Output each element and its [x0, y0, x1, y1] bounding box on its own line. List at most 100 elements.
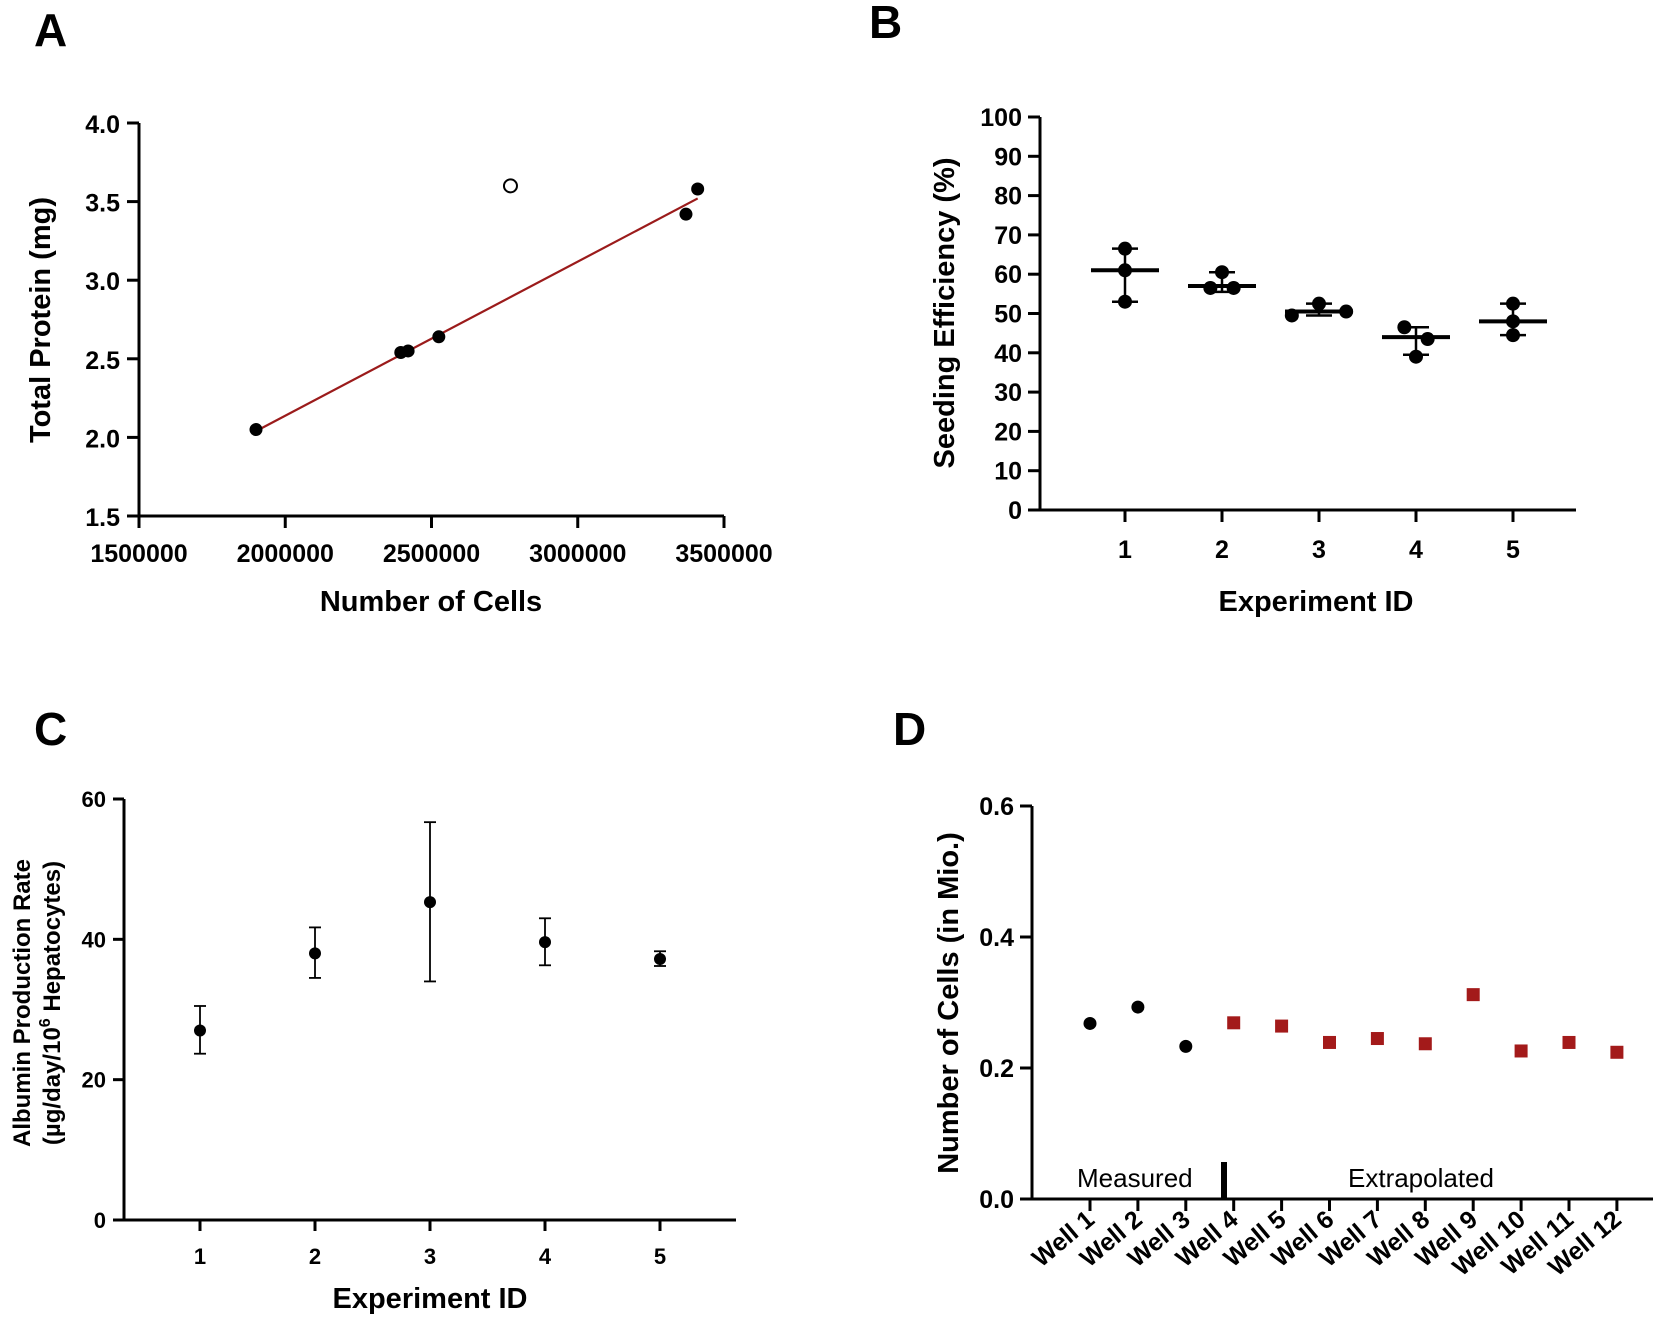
y-tick-label: 50	[994, 301, 1022, 329]
panel-letter-b: B	[869, 0, 902, 48]
x-tick-label: 3	[1312, 536, 1326, 564]
data-point	[1118, 294, 1132, 309]
x-tick-label: 1	[194, 1244, 206, 1269]
y-tick-label: 30	[994, 379, 1022, 407]
data-point	[1118, 241, 1132, 256]
y-tick-label: 100	[980, 104, 1022, 132]
panel-a-y-axis-label: Total Protein (mg)	[25, 197, 57, 443]
y-tick-label: 4.0	[85, 111, 120, 139]
extrapolated-point	[1227, 1016, 1241, 1030]
extrapolated-point	[1275, 1019, 1289, 1033]
y-tick-label: 2.5	[85, 347, 120, 375]
y-tick-label: 2.0	[85, 425, 120, 453]
panel-letter-c: C	[34, 703, 67, 755]
x-tick-label: 3	[424, 1244, 436, 1269]
annotation-measured: Measured	[1077, 1163, 1193, 1193]
data-point	[249, 423, 263, 437]
fit-line	[255, 197, 699, 433]
y-tick-label: 60	[82, 787, 106, 812]
y-tick-label: 3.0	[85, 268, 120, 296]
data-point	[679, 207, 693, 221]
panel-c-y-label-suffix: Hepatocytes)	[39, 861, 66, 1018]
data-point	[1284, 308, 1299, 323]
x-tick-label: 1500000	[90, 540, 187, 568]
data-point	[691, 182, 705, 196]
x-tick-label: 2	[1215, 536, 1229, 564]
y-tick-label: 0.4	[979, 924, 1014, 952]
data-point	[1203, 280, 1218, 295]
extrapolated-point	[1514, 1044, 1528, 1058]
x-tick-label: 4	[539, 1244, 552, 1269]
y-tick-label: 0.0	[979, 1186, 1014, 1214]
extrapolated-point	[1562, 1035, 1576, 1049]
x-tick-label: 4	[1409, 536, 1423, 564]
panel-c-y-axis-label: Albumin Production Rate (µg/day/106 Hepa…	[9, 859, 66, 1147]
panel-c-x-axis-label: Experiment ID	[333, 1283, 528, 1315]
mean-point	[654, 952, 666, 965]
data-point	[1215, 265, 1229, 280]
y-tick-label: 70	[994, 222, 1022, 250]
data-point	[1506, 314, 1520, 329]
panel-b-y-axis-label: Seeding Efficiency (%)	[929, 157, 961, 468]
x-tick-label: 1	[1118, 536, 1132, 564]
data-point	[1506, 296, 1520, 311]
panel-d-y-axis-label: Number of Cells (in Mio.)	[933, 832, 965, 1174]
x-tick-label: 5	[654, 1244, 666, 1269]
data-point	[1312, 296, 1326, 311]
extrapolated-point	[1610, 1045, 1624, 1059]
panel-c-y-label-prefix: (µg/day/10	[39, 1027, 66, 1145]
y-tick-label: 0	[1008, 497, 1022, 525]
y-tick-label: 20	[82, 1068, 106, 1093]
panel-c-y-label-sup: 6	[37, 1018, 54, 1027]
extrapolated-point	[1370, 1032, 1384, 1046]
panel-c-chart: 0 20 40 60 1 2 3 4 5 Experiment ID Albumin Prod…	[9, 787, 736, 1315]
extrapolated-point	[1466, 988, 1480, 1002]
extrapolated-point	[1323, 1035, 1336, 1049]
panel-c-y-label-line2: (µg/day/106 Hepatocytes)	[37, 861, 66, 1145]
y-tick-label: 20	[994, 418, 1022, 446]
mean-point	[194, 1024, 206, 1037]
x-tick-label: 3000000	[529, 540, 626, 568]
mean-point	[424, 896, 436, 909]
y-tick-label: 60	[994, 261, 1022, 289]
panel-letter-a: A	[34, 4, 67, 56]
data-point	[1339, 304, 1354, 319]
y-tick-label: 0.2	[979, 1055, 1014, 1083]
data-point	[432, 330, 446, 344]
y-tick-label: 1.5	[85, 504, 120, 532]
data-point	[1409, 349, 1423, 364]
data-point	[401, 344, 415, 358]
panel-b-x-axis-label: Experiment ID	[1219, 586, 1414, 618]
y-tick-label: 90	[994, 143, 1022, 171]
data-point	[1226, 280, 1241, 295]
x-tick-label: 3500000	[675, 540, 772, 568]
x-tick-label: 2500000	[383, 540, 480, 568]
y-tick-label: 40	[82, 927, 106, 952]
measured-point	[1131, 1000, 1145, 1014]
data-point	[1118, 263, 1132, 278]
measured-point	[1179, 1039, 1193, 1053]
panel-b-chart: 0 10 20 30 40 50 60 70 80 90 100 1 2 3 4 5 Experiment …	[929, 104, 1576, 618]
y-tick-label: 0.6	[979, 793, 1014, 821]
extrapolated-point	[1418, 1037, 1432, 1051]
panel-d-axes	[1030, 806, 1653, 1201]
panel-a-axes	[137, 123, 724, 518]
y-tick-label: 40	[994, 340, 1022, 368]
outlier-point	[502, 178, 518, 194]
panel-c-y-label-line1: Albumin Production Rate	[9, 859, 36, 1147]
y-tick-label: 80	[994, 183, 1022, 211]
x-tick-label: 2000000	[237, 540, 334, 568]
y-tick-label: 10	[994, 458, 1022, 486]
panel-letter-d: D	[893, 703, 926, 755]
panel-a-chart: 1.5 2.0 2.5 3.0 3.5 4.0 1500000 2000000 2500000…	[25, 111, 773, 618]
data-point	[1420, 332, 1435, 347]
measured-point	[1083, 1016, 1097, 1030]
data-point	[1506, 328, 1520, 343]
y-tick-label: 3.5	[85, 190, 120, 218]
data-point	[1397, 320, 1412, 335]
x-tick-label: 5	[1506, 536, 1520, 564]
x-tick-label: 2	[309, 1244, 321, 1269]
mean-point	[539, 936, 551, 949]
